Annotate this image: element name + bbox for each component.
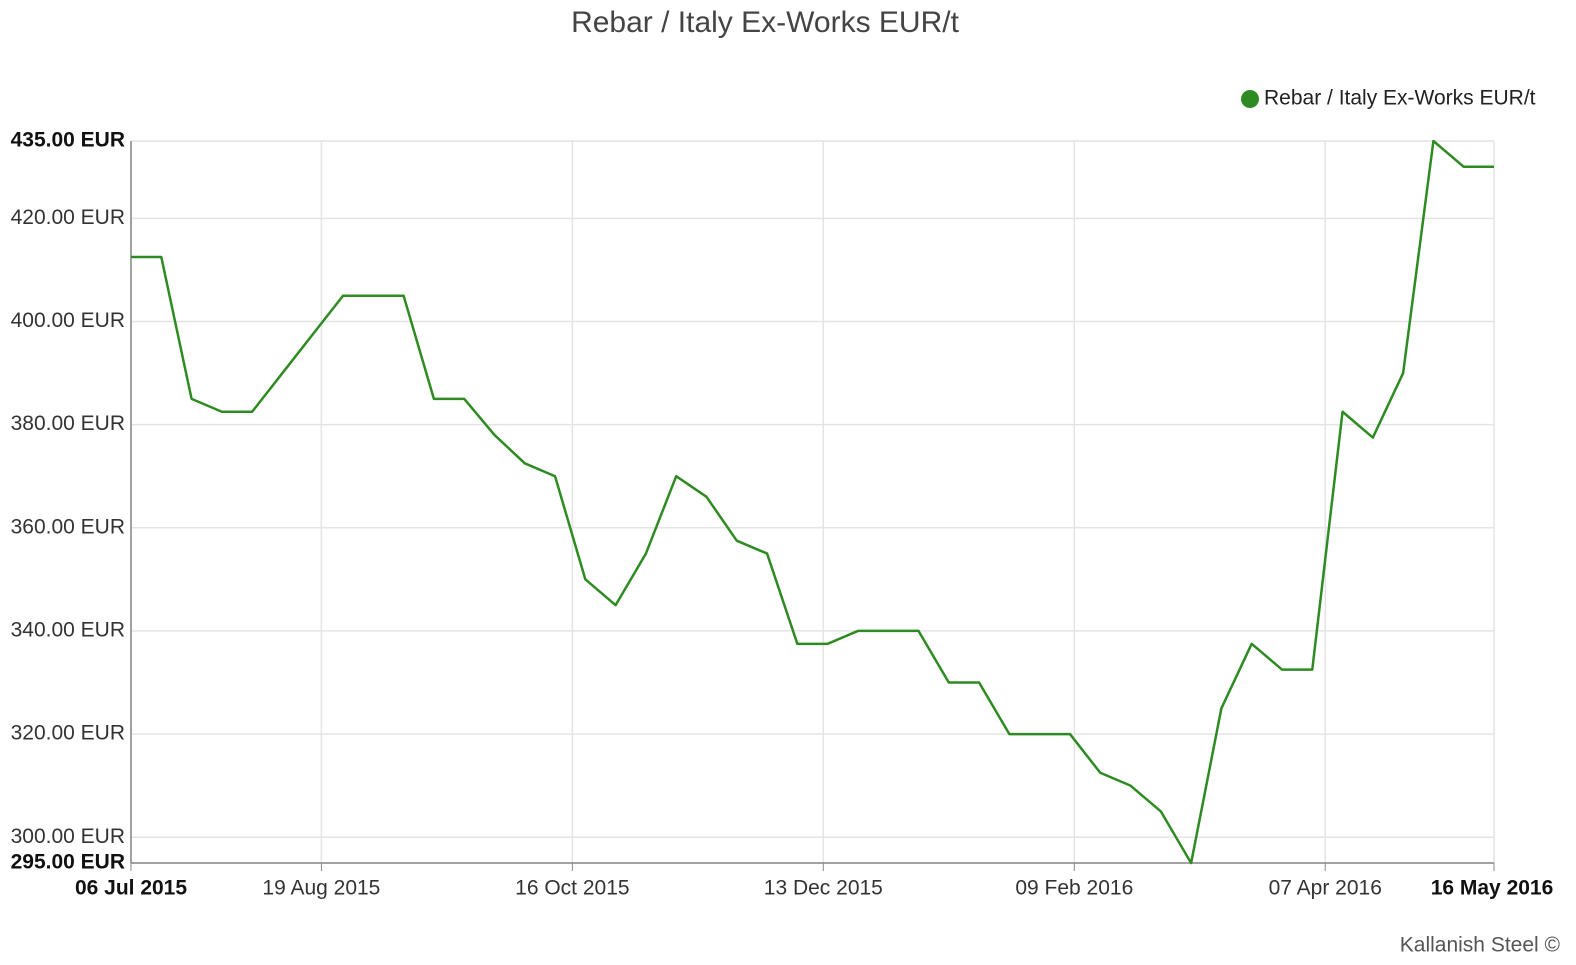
line (131, 139, 1494, 865)
y-tick-label: 295.00 EUR (11, 851, 125, 874)
x-tick-label: 13 Dec 2015 (764, 877, 883, 900)
legend-marker (1241, 90, 1259, 108)
x-tick-label: 16 May 2016 (1431, 877, 1554, 900)
x-tick-label: 09 Feb 2016 (1015, 877, 1133, 900)
y-tick-label: 340.00 EUR (11, 618, 125, 641)
y-tick-label: 320.00 EUR (11, 722, 125, 745)
y-tick-label: 300.00 EUR (11, 825, 125, 848)
x-tick-label: 06 Jul 2015 (75, 877, 187, 900)
chart-title: Rebar / Italy Ex-Works EUR/t (571, 6, 960, 39)
x-tick-label: 16 Oct 2015 (515, 877, 629, 900)
x-tick-label: 07 Apr 2016 (1269, 877, 1382, 900)
y-tick-label: 380.00 EUR (11, 412, 125, 435)
source: Kallanish Steel © (1400, 934, 1561, 957)
y-tick-label: 420.00 EUR (11, 206, 125, 229)
x-tick-label: 19 Aug 2015 (262, 877, 380, 900)
y-tick-label: 400.00 EUR (11, 309, 125, 332)
legend-label: Rebar / Italy Ex-Works EUR/t (1264, 87, 1536, 110)
y-tick-label: 360.00 EUR (11, 515, 125, 538)
y-tick-label: 435.00 EUR (11, 129, 125, 152)
